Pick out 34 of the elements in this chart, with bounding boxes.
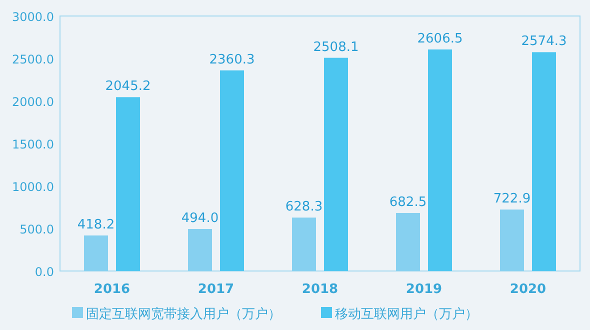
y-tick-label: 3000.0 <box>12 10 54 24</box>
bar <box>116 97 140 271</box>
x-tick-label: 2020 <box>510 282 546 297</box>
bar <box>396 212 420 271</box>
bar <box>188 229 212 271</box>
y-tick-label: 0.0 <box>34 265 54 279</box>
data-label: 418.2 <box>77 217 115 232</box>
data-label: 722.9 <box>493 192 531 207</box>
y-tick-label: 2500.0 <box>12 52 54 66</box>
data-label: 682.5 <box>389 194 427 210</box>
y-tick-label: 1000.0 <box>12 180 54 194</box>
bar <box>500 210 524 271</box>
legend-label: 移动互联网用户（万户） <box>335 307 478 322</box>
bar <box>220 70 244 271</box>
data-label: 628.3 <box>285 200 323 215</box>
bar <box>532 52 556 271</box>
x-tick-label: 2018 <box>302 282 338 297</box>
data-label: 2045.2 <box>105 79 151 94</box>
bar <box>324 58 348 271</box>
data-label: 2574.3 <box>521 34 567 50</box>
bar <box>428 49 452 271</box>
bar <box>292 218 316 271</box>
x-tick-label: 2017 <box>198 282 234 297</box>
x-tick-label: 2016 <box>94 282 130 297</box>
legend-label: 固定互联网宽带接入用户（万户） <box>86 306 281 322</box>
data-label: 2360.3 <box>209 52 255 68</box>
y-tick-label: 1500.0 <box>12 138 54 152</box>
data-label: 2508.1 <box>313 40 359 55</box>
bar <box>84 235 108 271</box>
x-tick-label: 2019 <box>406 282 442 297</box>
data-label: 2606.5 <box>417 31 463 46</box>
y-tick-label: 500.0 <box>20 222 54 236</box>
data-label: 494.0 <box>181 211 219 226</box>
y-tick-label: 2000.0 <box>12 95 54 109</box>
